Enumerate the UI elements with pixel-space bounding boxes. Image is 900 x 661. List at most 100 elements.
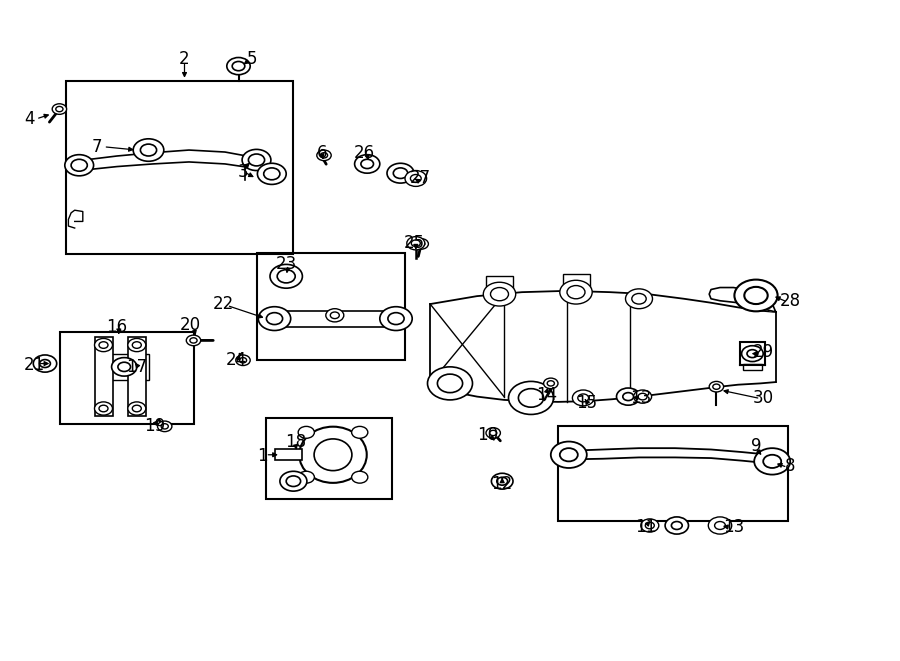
Circle shape (407, 237, 425, 250)
Circle shape (326, 309, 344, 322)
Circle shape (133, 139, 164, 161)
Circle shape (33, 355, 57, 372)
Circle shape (161, 424, 168, 429)
Circle shape (754, 448, 790, 475)
Circle shape (547, 381, 554, 386)
Circle shape (410, 175, 421, 182)
Text: 13: 13 (630, 389, 652, 407)
Circle shape (763, 455, 781, 468)
Circle shape (264, 168, 280, 180)
Circle shape (437, 374, 463, 393)
Circle shape (270, 264, 302, 288)
Circle shape (361, 159, 374, 169)
Text: 29: 29 (752, 342, 774, 361)
Circle shape (128, 338, 146, 352)
Circle shape (71, 159, 87, 171)
Text: 5: 5 (247, 50, 257, 69)
Circle shape (317, 150, 331, 161)
Circle shape (428, 367, 473, 400)
Circle shape (380, 307, 412, 330)
Circle shape (227, 58, 250, 75)
Circle shape (242, 149, 271, 171)
Circle shape (551, 442, 587, 468)
Circle shape (298, 471, 314, 483)
Circle shape (508, 381, 554, 414)
Circle shape (708, 517, 732, 534)
Circle shape (355, 155, 380, 173)
Circle shape (623, 393, 634, 401)
Circle shape (645, 522, 654, 529)
Bar (740, 342, 765, 365)
Circle shape (132, 342, 141, 348)
Circle shape (94, 402, 112, 415)
Text: 14: 14 (536, 386, 557, 405)
Text: 6: 6 (317, 144, 328, 163)
Circle shape (280, 471, 307, 491)
Text: 2: 2 (179, 50, 190, 69)
Circle shape (388, 313, 404, 325)
Text: 18: 18 (284, 432, 306, 451)
Text: 24: 24 (226, 351, 248, 369)
Circle shape (665, 517, 688, 534)
Bar (66, 81, 292, 254)
Circle shape (616, 388, 640, 405)
Circle shape (491, 473, 513, 489)
Polygon shape (709, 288, 776, 312)
Circle shape (632, 293, 646, 304)
Circle shape (112, 358, 137, 376)
Circle shape (567, 286, 585, 299)
Bar (742, 364, 762, 370)
Text: 8: 8 (785, 457, 796, 475)
Circle shape (734, 280, 778, 311)
Ellipse shape (314, 439, 352, 471)
Circle shape (387, 163, 414, 183)
Bar (128, 337, 146, 416)
Circle shape (638, 393, 647, 400)
Circle shape (497, 477, 508, 485)
Circle shape (277, 270, 295, 283)
Text: 20: 20 (180, 316, 202, 334)
Ellipse shape (299, 427, 367, 483)
Text: 21: 21 (23, 356, 45, 374)
Circle shape (393, 168, 408, 178)
Circle shape (128, 402, 146, 415)
Circle shape (560, 280, 592, 304)
Polygon shape (430, 291, 776, 402)
Circle shape (709, 381, 724, 392)
Circle shape (99, 342, 108, 348)
Circle shape (99, 405, 108, 412)
Circle shape (52, 104, 67, 114)
Text: 10: 10 (477, 426, 499, 444)
Text: 9: 9 (751, 437, 761, 455)
Circle shape (578, 394, 589, 402)
Circle shape (239, 358, 247, 363)
Circle shape (132, 405, 141, 412)
Circle shape (744, 287, 768, 304)
Circle shape (298, 426, 314, 438)
Circle shape (94, 338, 112, 352)
Circle shape (634, 390, 652, 403)
Circle shape (491, 288, 508, 301)
Text: 17: 17 (126, 358, 148, 376)
Circle shape (320, 153, 328, 158)
Circle shape (158, 421, 172, 432)
Circle shape (232, 61, 245, 71)
Text: 22: 22 (212, 295, 234, 313)
Bar (94, 337, 112, 416)
Circle shape (40, 360, 50, 368)
Circle shape (641, 519, 659, 532)
Circle shape (572, 390, 594, 406)
Circle shape (671, 522, 682, 529)
Polygon shape (79, 150, 272, 177)
Circle shape (483, 282, 516, 306)
Circle shape (405, 171, 427, 186)
Circle shape (544, 378, 558, 389)
Circle shape (266, 313, 283, 325)
Circle shape (352, 471, 368, 483)
Circle shape (190, 338, 197, 343)
Bar (558, 426, 788, 521)
Circle shape (248, 154, 265, 166)
Text: 11: 11 (635, 518, 657, 537)
Polygon shape (569, 448, 776, 466)
Circle shape (715, 522, 725, 529)
